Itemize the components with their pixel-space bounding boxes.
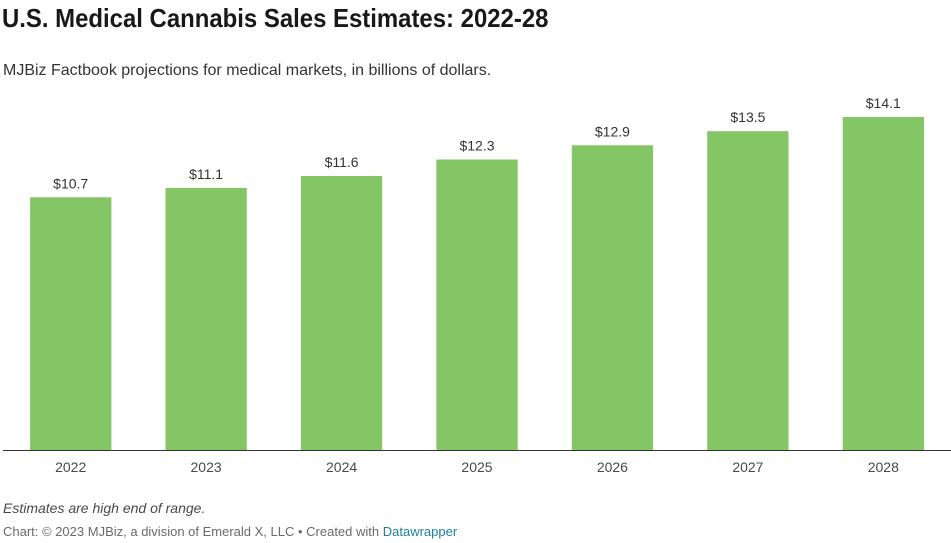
x-tick-label-2025: 2025 <box>461 459 492 475</box>
x-tick-label-2026: 2026 <box>597 459 628 475</box>
bar-2025 <box>436 159 518 450</box>
bars-group <box>30 117 924 451</box>
x-tick-label-2023: 2023 <box>191 459 222 475</box>
footer-credit: Chart: © 2023 MJBiz, a division of Emera… <box>3 524 383 539</box>
bar-2027 <box>707 131 789 450</box>
x-tick-label-2022: 2022 <box>55 459 86 475</box>
x-tick-label-2024: 2024 <box>326 459 357 475</box>
chart-subtitle: MJBiz Factbook projections for medical m… <box>3 62 492 79</box>
bar-2022 <box>30 197 112 450</box>
x-axis-ticks-group: 2022 2023 2024 2025 2026 2027 2028 <box>55 459 899 475</box>
chart-note: Estimates are high end of range. <box>3 500 206 516</box>
value-label-2028: $14.1 <box>866 95 901 111</box>
chart-footer: Chart: © 2023 MJBiz, a division of Emera… <box>3 524 457 539</box>
value-label-2024: $11.6 <box>325 154 359 170</box>
bar-2024 <box>300 176 383 450</box>
chart-title: U.S. Medical Cannabis Sales Estimates: 2… <box>2 3 549 33</box>
bar-chart: $10.7 $11.1 $11.6 $12.3 $12.9 $13.5 $14.1 2022… <box>3 95 951 475</box>
bar-2026 <box>571 145 654 451</box>
x-tick-label-2028: 2028 <box>868 459 899 475</box>
x-tick-label-2027: 2027 <box>732 459 763 475</box>
value-label-2025: $12.3 <box>459 138 494 154</box>
value-label-2022: $10.7 <box>53 175 88 191</box>
value-label-2026: $12.9 <box>595 123 630 139</box>
value-label-2027: $13.5 <box>730 109 765 125</box>
bar-2028 <box>842 117 924 450</box>
datawrapper-link[interactable]: Datawrapper <box>382 524 458 539</box>
value-label-2023: $11.1 <box>189 166 223 182</box>
value-labels-group: $10.7 $11.1 $11.6 $12.3 $12.9 $13.5 $14.1 <box>53 95 901 191</box>
bar-2023 <box>165 187 247 450</box>
